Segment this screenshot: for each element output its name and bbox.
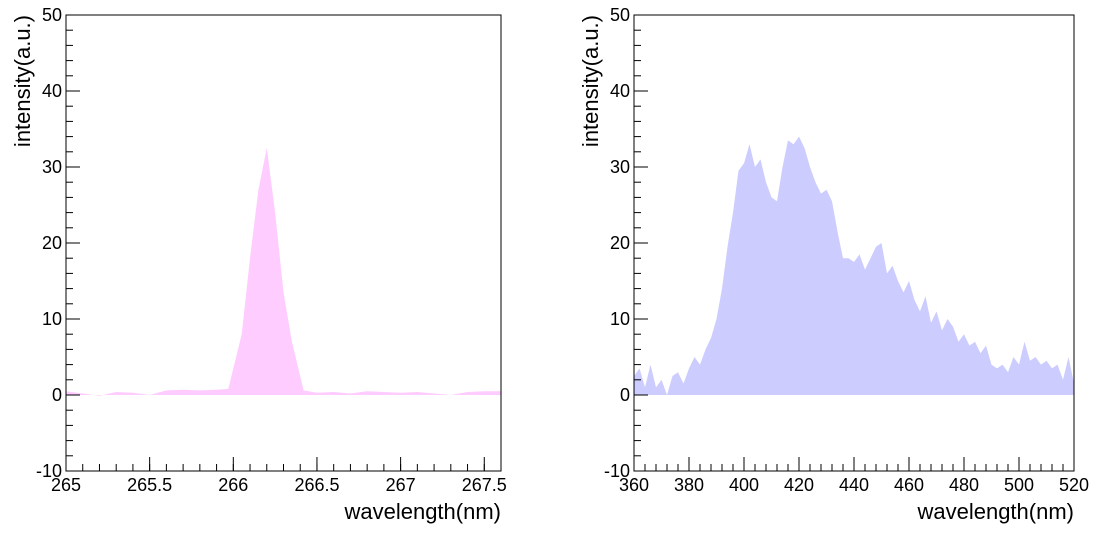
chart-panel-left: 265 265.5 266 266.5 267 267.5 -10 0 10 20 30 40 50 wa…: [0, 0, 527, 534]
x-tick-label: 480: [949, 475, 979, 495]
x-tick-label: 500: [1004, 475, 1034, 495]
x-axis-title: wavelength(nm): [916, 499, 1074, 524]
plot-frame: [65, 14, 502, 472]
chart-panel-right: 360 380 400 420 440 460 480 500 520 -10 0 10 20 30 40 5…: [568, 0, 1095, 534]
y-tick-label: 20: [610, 233, 630, 253]
x-tick-label: 400: [729, 475, 759, 495]
y-tick-label: -10: [604, 461, 630, 481]
x-tick-label: 266.5: [294, 475, 339, 495]
x-tick-label: 265: [51, 475, 81, 495]
y-tick-label: 0: [52, 385, 62, 405]
x-tick-label: 380: [674, 475, 704, 495]
y-tick-label: 0: [620, 385, 630, 405]
y-tick-label: 50: [610, 5, 630, 25]
x-tick-label: 267.5: [462, 475, 507, 495]
y-axis-title: intensity(a.u.): [578, 15, 603, 147]
plot-frame: [633, 14, 1075, 472]
y-tick-label: 30: [610, 157, 630, 177]
x-tick-label: 267: [386, 475, 416, 495]
intensity-chart-right: 360 380 400 420 440 460 480 500 520 -10 0 10 20 30 40 5…: [578, 5, 1089, 524]
series-area-0: [634, 136, 1074, 395]
y-tick-label: 10: [42, 309, 62, 329]
x-tick-label: 520: [1059, 475, 1089, 495]
y-tick-label: -10: [36, 461, 62, 481]
y-tick-label: 40: [42, 81, 62, 101]
y-axis-title: intensity(a.u.): [10, 15, 35, 147]
y-tick-label: 30: [42, 157, 62, 177]
y-tick-label: 50: [42, 5, 62, 25]
x-tick-label: 440: [839, 475, 869, 495]
intensity-chart-left: 265 265.5 266 266.5 267 267.5 -10 0 10 20 30 40 50 wa…: [10, 5, 507, 524]
x-tick-label: 460: [894, 475, 924, 495]
x-tick-label: 420: [784, 475, 814, 495]
y-tick-label: 40: [610, 81, 630, 101]
x-tick-label: 265.5: [127, 475, 172, 495]
x-tick-label: 266: [218, 475, 248, 495]
y-tick-label: 10: [610, 309, 630, 329]
y-tick-label: 20: [42, 233, 62, 253]
x-tick-label: 360: [619, 475, 649, 495]
x-axis-title: wavelength(nm): [343, 499, 501, 524]
series-area-0: [66, 148, 501, 396]
